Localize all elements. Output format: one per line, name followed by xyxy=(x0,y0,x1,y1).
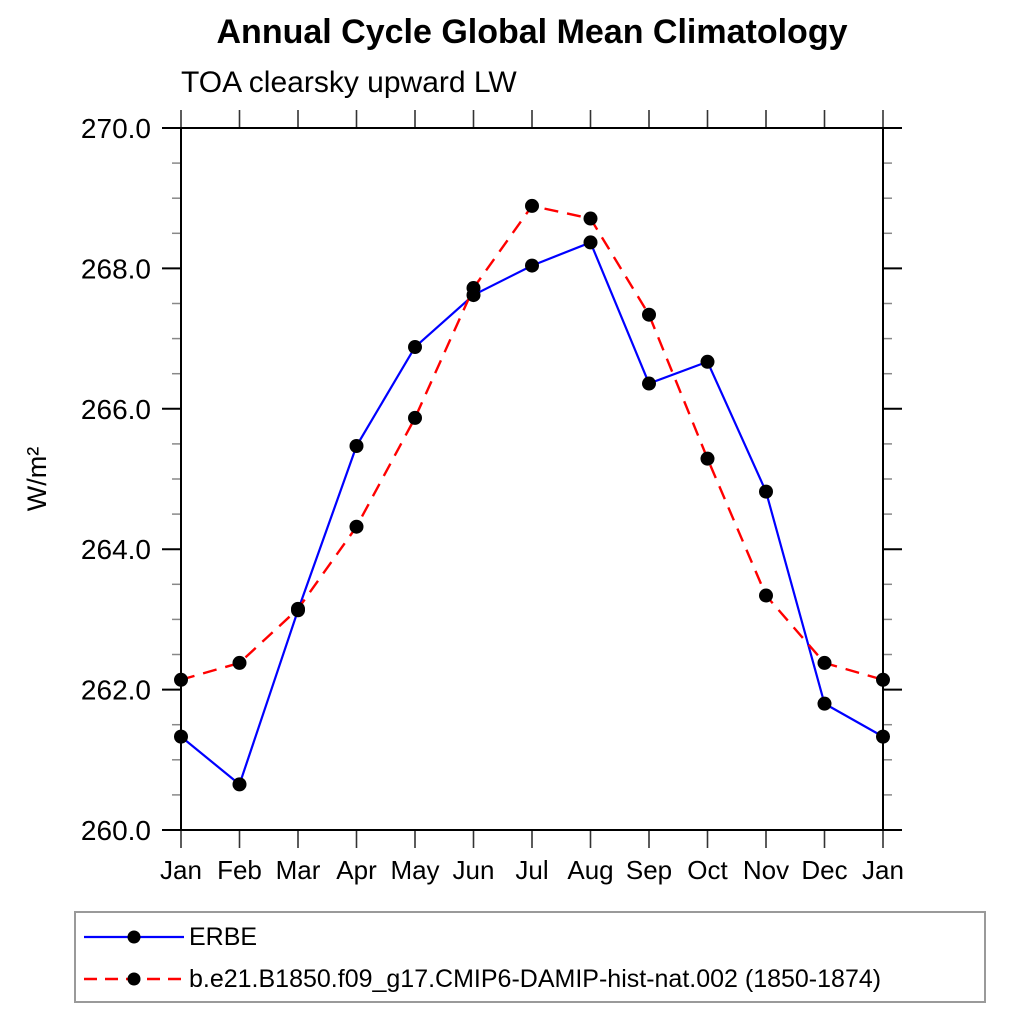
data-point-marker-s0 xyxy=(408,340,422,355)
chart-subtitle: TOA clearsky upward LW xyxy=(181,66,517,99)
x-tick-label: Nov xyxy=(743,855,789,885)
legend-label-model: b.e21.B1850.f09_g17.CMIP6-DAMIP-hist-nat… xyxy=(189,964,882,993)
x-tick-label: Feb xyxy=(217,855,262,885)
legend-marker-dot xyxy=(127,930,141,944)
x-tick-label: Jul xyxy=(515,855,548,885)
data-point-marker-s0 xyxy=(817,696,832,711)
plot-frame xyxy=(180,127,884,831)
legend-marker-dot xyxy=(127,972,141,986)
y-tick-label: 262.0 xyxy=(81,675,151,706)
data-point-marker-s1 xyxy=(408,410,422,425)
data-point-marker-s0 xyxy=(349,439,364,454)
y-tick-label: 260.0 xyxy=(81,815,151,846)
data-point-marker-s0 xyxy=(876,729,890,744)
data-point-marker-s1 xyxy=(525,198,539,213)
chart-title: Annual Cycle Global Mean Climatology xyxy=(216,13,848,51)
data-point-marker-s0 xyxy=(700,354,715,369)
data-point-marker-s1 xyxy=(232,655,247,670)
data-point-marker-s0 xyxy=(525,258,539,273)
data-point-marker-s1 xyxy=(583,211,598,226)
data-point-marker-s1 xyxy=(817,655,832,670)
x-tick-label: Jun xyxy=(453,855,495,885)
legend-dashed-line-sample xyxy=(84,972,184,986)
y-tick-label: 268.0 xyxy=(81,253,151,284)
x-tick-label: Jan xyxy=(862,855,904,885)
x-tick-label: Mar xyxy=(276,855,321,885)
legend-item-erbe: ERBE xyxy=(82,923,257,951)
data-point-marker-s1 xyxy=(876,672,890,687)
data-point-marker-s1 xyxy=(759,588,773,603)
y-tick-label: 266.0 xyxy=(81,394,151,425)
legend: ERBE b.e21.B1850.f09_g17.CMIP6-DAMIP-his… xyxy=(74,911,986,1003)
series-line-1 xyxy=(180,204,884,681)
x-tick-label: May xyxy=(390,855,439,885)
legend-solid-line-sample xyxy=(84,930,184,944)
data-point-marker-s0 xyxy=(174,729,188,744)
data-point-marker-s0 xyxy=(232,777,247,792)
series-line-0 xyxy=(180,241,884,787)
data-point-marker-s1 xyxy=(700,451,715,466)
data-point-marker-s0 xyxy=(583,235,598,250)
x-tick-label: Dec xyxy=(801,855,847,885)
legend-item-model: b.e21.B1850.f09_g17.CMIP6-DAMIP-hist-nat… xyxy=(82,965,881,993)
data-point-marker-s0 xyxy=(642,376,656,391)
legend-label-erbe: ERBE xyxy=(189,922,258,951)
data-point-marker-s1 xyxy=(642,307,656,322)
x-tick-label: Aug xyxy=(567,855,613,885)
x-tick-label: Jan xyxy=(160,855,202,885)
x-tick-label: Sep xyxy=(626,855,672,885)
x-tick-label: Oct xyxy=(687,855,728,885)
y-axis-label: W/m² xyxy=(22,447,52,511)
data-point-marker-s1 xyxy=(174,672,188,687)
y-tick-label: 270.0 xyxy=(81,113,151,144)
data-point-marker-s1 xyxy=(349,519,364,534)
y-tick-label: 264.0 xyxy=(81,534,151,565)
data-point-marker-s1 xyxy=(291,601,305,616)
data-point-marker-s0 xyxy=(759,484,773,499)
x-tick-label: Apr xyxy=(336,855,377,885)
data-point-marker-s1 xyxy=(466,281,481,296)
